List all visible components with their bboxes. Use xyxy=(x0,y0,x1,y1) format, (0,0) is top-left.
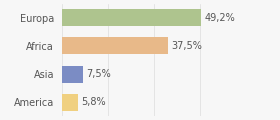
Bar xyxy=(62,94,78,111)
Text: 7,5%: 7,5% xyxy=(86,69,111,79)
Text: 37,5%: 37,5% xyxy=(171,41,202,51)
Text: 49,2%: 49,2% xyxy=(204,13,235,23)
Bar xyxy=(62,66,83,83)
Bar xyxy=(62,9,202,26)
Text: 5,8%: 5,8% xyxy=(81,97,106,107)
Bar xyxy=(62,37,168,54)
